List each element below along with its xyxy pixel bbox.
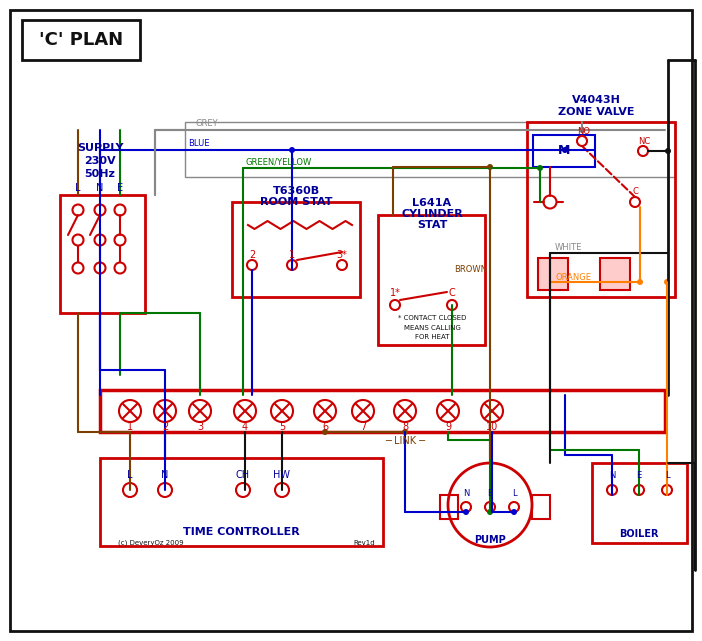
Text: WHITE: WHITE [555, 242, 583, 251]
Text: GREY: GREY [195, 119, 218, 128]
Text: 50Hz: 50Hz [84, 169, 115, 179]
Text: GREEN/YELLOW: GREEN/YELLOW [246, 158, 312, 167]
Text: L: L [512, 490, 516, 499]
Text: 8: 8 [402, 422, 408, 432]
Circle shape [664, 279, 670, 285]
Text: MEANS CALLING: MEANS CALLING [404, 325, 461, 331]
Text: C: C [449, 288, 456, 298]
Text: TIME CONTROLLER: TIME CONTROLLER [183, 527, 299, 537]
Circle shape [402, 429, 408, 435]
Text: ORANGE: ORANGE [555, 272, 591, 281]
Bar [232, 202, 360, 297]
Text: N: N [609, 472, 615, 481]
Circle shape [511, 509, 517, 515]
Text: 5: 5 [279, 422, 285, 432]
Circle shape [537, 165, 543, 171]
Text: N: N [96, 183, 104, 193]
Circle shape [487, 509, 493, 515]
Text: 1: 1 [127, 422, 133, 432]
Text: NO: NO [578, 126, 590, 135]
Text: CH: CH [236, 470, 250, 480]
Text: M: M [558, 144, 570, 158]
Text: E: E [487, 490, 493, 499]
Text: BOILER: BOILER [619, 529, 658, 539]
Text: N: N [463, 490, 469, 499]
Text: ─ LINK ─: ─ LINK ─ [385, 436, 425, 446]
Text: 2: 2 [162, 422, 168, 432]
Circle shape [579, 127, 585, 133]
Text: L: L [665, 472, 669, 481]
Bar [533, 135, 595, 167]
Bar [60, 195, 145, 313]
Bar [600, 258, 630, 290]
Circle shape [637, 279, 643, 285]
Circle shape [562, 147, 568, 153]
Text: CYLINDER: CYLINDER [401, 209, 463, 219]
Bar [100, 458, 383, 546]
Text: E: E [637, 472, 642, 481]
Circle shape [463, 509, 469, 515]
Text: 'C' PLAN: 'C' PLAN [39, 31, 123, 49]
Text: 2: 2 [249, 250, 255, 260]
Text: * CONTACT CLOSED: * CONTACT CLOSED [398, 315, 466, 321]
Bar [527, 122, 675, 297]
Bar [532, 495, 550, 519]
Circle shape [487, 164, 493, 170]
Text: L641A: L641A [413, 198, 451, 208]
Text: BROWN: BROWN [454, 265, 487, 274]
Text: 10: 10 [486, 422, 498, 432]
Text: 4: 4 [242, 422, 248, 432]
Text: 1: 1 [289, 250, 295, 260]
Text: Rev1d: Rev1d [353, 540, 375, 546]
Text: 7: 7 [360, 422, 366, 432]
Bar [592, 463, 687, 543]
Text: FOR HEAT: FOR HEAT [415, 334, 449, 340]
Bar [538, 258, 568, 290]
Circle shape [322, 429, 328, 435]
Text: N: N [161, 470, 168, 480]
Text: (c) DeveryOz 2009: (c) DeveryOz 2009 [118, 540, 184, 546]
Text: ZONE VALVE: ZONE VALVE [558, 107, 634, 117]
Bar [100, 390, 665, 432]
Text: 3: 3 [197, 422, 203, 432]
Text: NC: NC [638, 137, 650, 146]
Bar [440, 495, 458, 519]
Bar [378, 215, 485, 345]
Text: T6360B: T6360B [272, 186, 319, 196]
Text: ROOM STAT: ROOM STAT [260, 197, 332, 207]
Text: L: L [75, 183, 81, 193]
Circle shape [289, 147, 295, 153]
Text: E: E [117, 183, 123, 193]
Circle shape [665, 148, 671, 154]
Text: 6: 6 [322, 422, 328, 432]
Text: C: C [632, 188, 638, 197]
Text: L: L [127, 470, 133, 480]
Bar [185, 122, 675, 177]
Text: PUMP: PUMP [474, 535, 506, 545]
Text: 230V: 230V [84, 156, 116, 166]
Bar [22, 20, 140, 60]
Text: 3*: 3* [336, 250, 347, 260]
Text: BLUE: BLUE [188, 140, 209, 149]
Text: STAT: STAT [417, 220, 447, 230]
Text: 1*: 1* [390, 288, 400, 298]
Text: 9: 9 [445, 422, 451, 432]
Text: HW: HW [274, 470, 291, 480]
Text: SUPPLY: SUPPLY [77, 143, 124, 153]
Text: V4043H: V4043H [571, 95, 621, 105]
